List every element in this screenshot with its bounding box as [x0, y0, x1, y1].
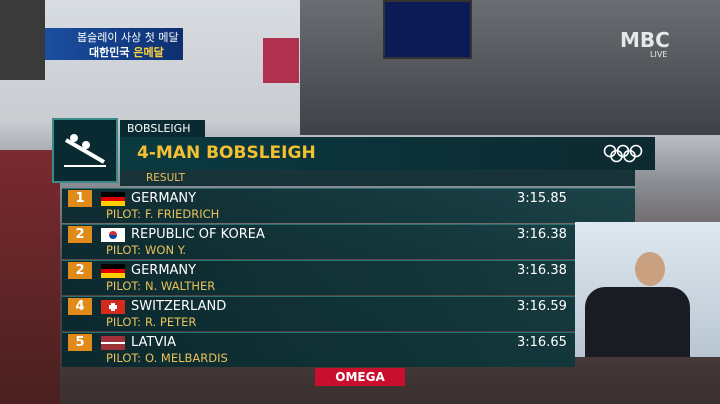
result-label: RESULT — [120, 170, 635, 186]
result-row: 4 SWITZERLAND PILOT: R. PETER 3:16.59 — [62, 296, 575, 331]
pilot: PILOT: F. FRIEDRICH — [106, 207, 223, 222]
event-title: 4-MAN BOBSLEIGH — [137, 143, 316, 163]
pilot-name: R. PETER — [145, 315, 197, 329]
time: 3:16.59 — [517, 299, 567, 314]
sponsor-logo: OMEGA — [315, 368, 405, 386]
pilot: PILOT: WON Y. — [106, 243, 190, 258]
structure — [0, 0, 45, 80]
crowd — [0, 150, 60, 404]
rank: 4 — [68, 298, 92, 315]
rank: 2 — [68, 262, 92, 279]
rank: 2 — [68, 226, 92, 243]
scoreboard — [383, 0, 472, 59]
flag — [101, 264, 125, 278]
time: 3:16.65 — [517, 335, 567, 350]
building — [300, 0, 720, 135]
caption-line: 대한민국 은메달 — [89, 44, 164, 60]
result-row: 2 GERMANY PILOT: N. WALTHER 3:16.38 — [62, 260, 575, 295]
pilot: PILOT: N. WALTHER — [106, 279, 219, 294]
pilot-name: N. WALTHER — [145, 279, 216, 293]
title-bar: 4-MAN BOBSLEIGH — [120, 137, 655, 170]
flag — [101, 336, 125, 350]
caption-line: 봅슬레이 사상 첫 메달 — [77, 31, 179, 44]
pilot-name: O. MELBARDIS — [145, 351, 228, 365]
result-row: 2 REPUBLIC OF KOREA PILOT: WON Y. 3:16.38 — [62, 224, 575, 259]
pilot-label: PILOT: — [106, 243, 142, 257]
presenter-body — [585, 287, 690, 357]
country: GERMANY — [131, 191, 197, 206]
country: LATVIA — [131, 335, 176, 350]
broadcaster-tag: LIVE — [650, 50, 668, 59]
rank: 1 — [68, 190, 92, 207]
pilot: PILOT: O. MELBARDIS — [106, 351, 232, 366]
pilot: PILOT: R. PETER — [106, 315, 200, 330]
sport-label: BOBSLEIGH — [120, 120, 205, 137]
flag — [101, 228, 125, 242]
time: 3:15.85 — [517, 191, 567, 206]
inset-video — [575, 222, 720, 357]
billboard — [263, 38, 299, 83]
country: SWITZERLAND — [131, 299, 227, 314]
olympic-rings — [603, 144, 643, 163]
time: 3:16.38 — [517, 227, 567, 242]
pilot-label: PILOT: — [106, 315, 142, 329]
pilot-label: PILOT: — [106, 351, 142, 365]
country: GERMANY — [131, 263, 197, 278]
pilot-name: F. FRIEDRICH — [145, 207, 220, 221]
time: 3:16.38 — [517, 263, 567, 278]
flag — [101, 300, 125, 314]
result-row: 1 GERMANY PILOT: F. FRIEDRICH 3:15.85 — [62, 188, 635, 223]
country: REPUBLIC OF KOREA — [131, 227, 265, 242]
pilot-label: PILOT: — [106, 207, 142, 221]
pilot-label: PILOT: — [106, 279, 142, 293]
flag — [101, 192, 125, 206]
result-row: 5 LATVIA PILOT: O. MELBARDIS 3:16.65 — [62, 332, 575, 367]
pictogram — [64, 134, 106, 167]
rank: 5 — [68, 334, 92, 351]
caption-box: 봅슬레이 사상 첫 메달 대한민국 은메달 — [45, 28, 183, 60]
presenter-head — [635, 252, 665, 286]
broadcaster-logo: MBC — [620, 28, 670, 52]
pilot-name: WON Y. — [145, 243, 187, 257]
caption-text: 대한민국 — [89, 46, 130, 59]
caption-highlight: 은메달 — [133, 46, 164, 59]
sport-icon — [52, 118, 118, 183]
